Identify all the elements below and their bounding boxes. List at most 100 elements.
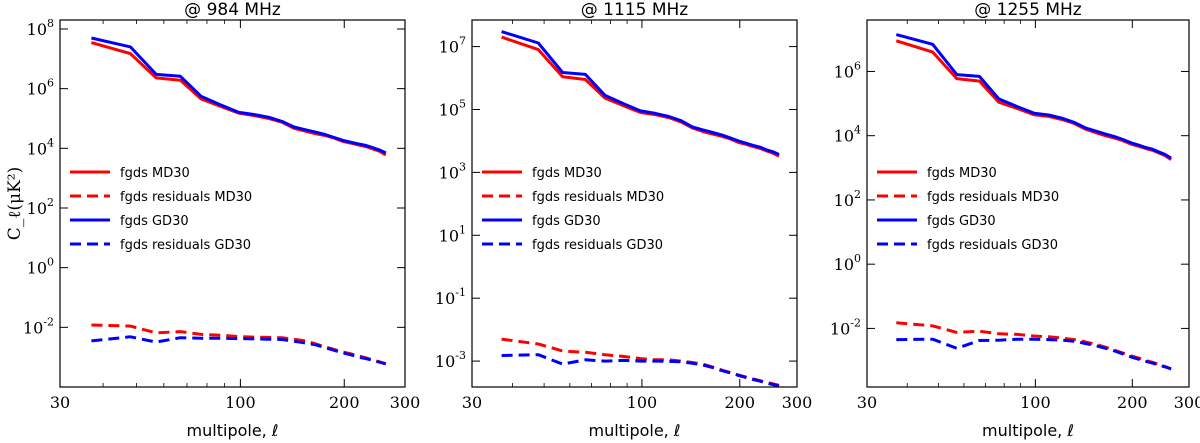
chart-1-ylabel: C_ℓ(μK²): [5, 167, 25, 240]
chart-1-ytick-label: 104: [27, 136, 54, 158]
chart-3-ytick-base: 10: [834, 62, 854, 81]
chart-2-title: @ 1115 MHz: [581, 0, 689, 20]
chart-2-ytick-label: 103: [439, 160, 466, 182]
chart-1-legend-label-3: fgds GD30: [120, 214, 189, 229]
chart-2-ytick-base: 10: [439, 100, 459, 119]
chart-3-title: @ 1255 MHz: [974, 0, 1082, 20]
chart-3-xtick-label: 200: [1117, 393, 1148, 412]
chart-2-ytick-exponent: -1: [455, 286, 466, 299]
chart-3-xlabel: multipole, ℓ: [982, 421, 1074, 440]
chart-1-frame: [59, 19, 406, 388]
chart-2-legend-label-2: fgds residuals MD30: [532, 190, 664, 205]
chart-3-legend-label-1: fgds MD30: [927, 166, 997, 181]
chart-2-legend-label-1: fgds MD30: [532, 166, 602, 181]
chart-3-ytick-label: 102: [834, 188, 861, 210]
chart-2-xtick-label: 300: [782, 393, 813, 412]
chart-3-series-4: [896, 337, 1172, 371]
chart-3-ytick-label: 100: [834, 252, 861, 274]
chart-3-legend: fgds MD30 fgds residuals MD30 fgds GD30 fgd…: [877, 166, 1059, 253]
chart-1-ytick-base: 10: [27, 139, 47, 158]
chart-3-series-2: [896, 321, 1172, 371]
chart-2-frame: [471, 19, 798, 388]
chart-2-ytick-base: 10: [435, 352, 455, 371]
chart-3-ytick-exponent: 6: [854, 59, 861, 72]
chart-3-ytick-exponent: -2: [850, 316, 861, 329]
chart-1-series-2: [91, 323, 387, 366]
chart-3-ytick-label: 104: [834, 124, 861, 146]
chart-1-ytick-label: 102: [27, 196, 54, 218]
chart-2-ytick-exponent: 1: [459, 223, 466, 236]
chart-1-ytick-base: 10: [27, 199, 47, 218]
chart-1-legend-label-1: fgds MD30: [120, 166, 190, 181]
chart-1-series-group: [90, 36, 387, 366]
chart-1-xtick-label: 30: [50, 393, 70, 412]
chart-1-ytick-base: 10: [27, 80, 47, 99]
chart-3-ytick-base: 10: [834, 127, 854, 146]
chart-3-xtick-label: 300: [1174, 393, 1200, 412]
chart-1-ytick-exponent: 8: [47, 17, 54, 30]
chart-2-ytick-label: 101: [439, 223, 466, 245]
chart-1-ytick-exponent: 6: [47, 77, 54, 90]
chart-2-series-3: [501, 30, 780, 156]
chart-3-legend-label-3: fgds GD30: [927, 214, 996, 229]
chart-3-ytick-label: 106: [834, 59, 861, 81]
chart-1-ytick-exponent: -2: [43, 315, 54, 328]
chart-1-ytick-exponent: 4: [47, 136, 54, 149]
chart-1-ytick-label: 10-2: [23, 315, 54, 337]
chart-3-ytick-base: 10: [834, 191, 854, 210]
chart-3-series-3: [895, 33, 1172, 160]
chart-2-legend-label-3: fgds GD30: [532, 214, 601, 229]
chart-1-ytick-base: 10: [27, 20, 47, 39]
chart-1-ytick-label: 100: [27, 256, 54, 278]
chart-2-series-4: [501, 353, 780, 387]
chart-2-ytick-exponent: -3: [455, 349, 466, 362]
chart-3-frame: [866, 19, 1190, 388]
chart-2-ytick-label: 105: [439, 97, 466, 119]
chart-1-series-1: [90, 41, 387, 157]
chart-3-ytick-exponent: 2: [854, 188, 861, 201]
chart-1-series-3: [91, 36, 387, 155]
chart-1-xtick-label: 200: [329, 393, 360, 412]
chart-1-legend-label-4: fgds residuals GD30: [120, 238, 251, 253]
chart-2-ytick-exponent: 3: [459, 160, 466, 173]
chart-1-ytick-label: 108: [27, 17, 54, 39]
chart-1-ytick-exponent: 2: [47, 196, 54, 209]
chart-2-legend: fgds MD30 fgds residuals MD30 fgds GD30 fgd…: [482, 166, 664, 253]
chart-1-title: @ 984 MHz: [184, 0, 281, 20]
chart-2-ytick-label: 10-1: [435, 286, 466, 308]
chart-3-ytick-base: 10: [834, 255, 854, 274]
chart-1-xlabel: multipole, ℓ: [187, 421, 279, 440]
chart-2-ytick-base: 10: [439, 38, 459, 57]
chart-3-legend-label-4: fgds residuals GD30: [927, 238, 1058, 253]
chart-3-ytick-exponent: 0: [854, 252, 861, 265]
chart-1-xtick-label: 100: [225, 393, 256, 412]
chart-1-series-4: [91, 335, 387, 366]
chart-2-xtick-label: 200: [724, 393, 755, 412]
chart-2-ytick-base: 10: [439, 163, 459, 182]
chart-1-legend: fgds MD30 fgds residuals MD30 fgds GD30 fgd…: [70, 166, 252, 253]
chart-2-series-group: [501, 30, 780, 387]
chart-2-xtick-label: 30: [462, 393, 482, 412]
chart-1-ytick-base: 10: [27, 259, 47, 278]
chart-2-ytick-exponent: 7: [459, 35, 466, 48]
chart-3-xtick-label: 100: [1020, 393, 1051, 412]
chart-3-ytick-base: 10: [830, 319, 850, 338]
chart-3-series-group: [895, 33, 1172, 371]
chart-2-ytick-base: 10: [439, 226, 459, 245]
chart-1-ytick-base: 10: [23, 318, 43, 337]
chart-2-xtick-label: 100: [627, 393, 658, 412]
chart-3-ytick-exponent: 4: [854, 124, 861, 137]
chart-2-ytick-exponent: 5: [459, 97, 466, 110]
chart-3-xtick-label: 30: [857, 393, 877, 412]
chart-2-ytick-label: 10-3: [435, 349, 466, 371]
chart-2-legend-label-4: fgds residuals GD30: [532, 238, 663, 253]
chart-1-ytick-exponent: 0: [47, 256, 54, 269]
chart-3-legend-label-2: fgds residuals MD30: [927, 190, 1059, 205]
chart-1-ytick-label: 106: [27, 77, 54, 99]
chart-2-ytick-label: 107: [439, 35, 466, 57]
chart-3-ytick-label: 10-2: [830, 316, 861, 338]
chart-2-ytick-base: 10: [435, 289, 455, 308]
